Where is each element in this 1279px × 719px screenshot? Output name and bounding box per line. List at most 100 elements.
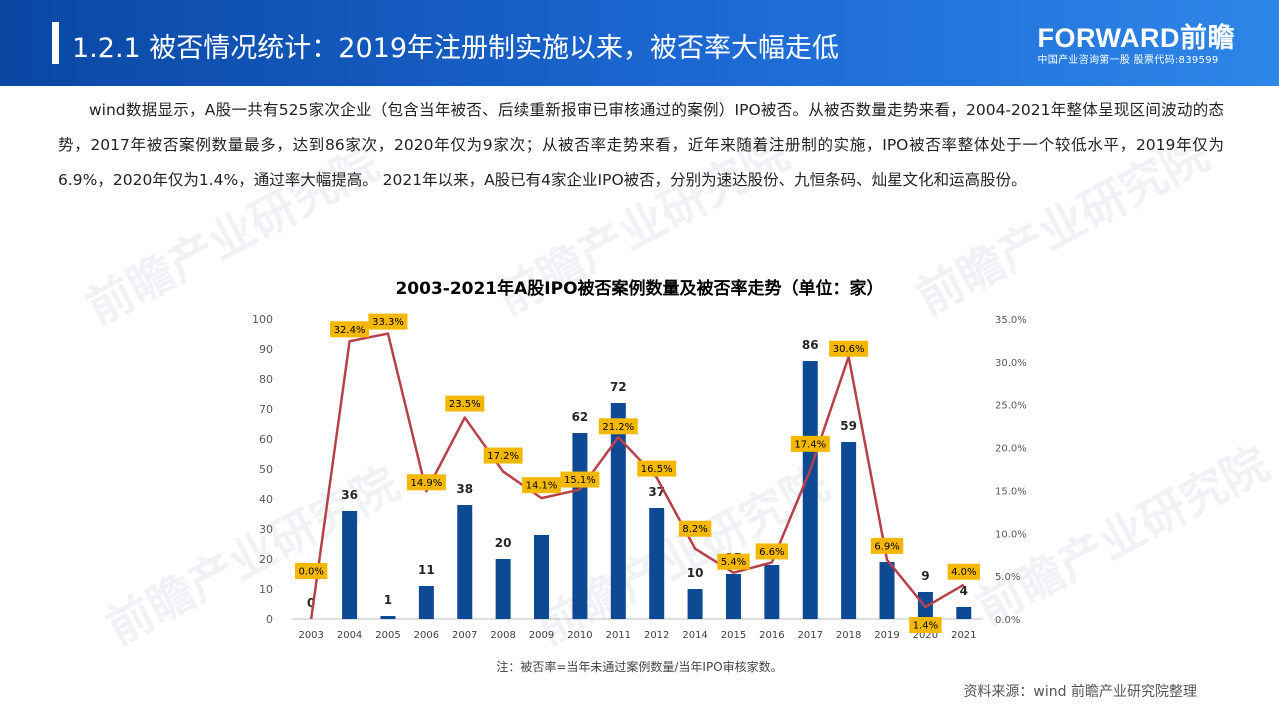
right-tick-label: 20.0%	[995, 444, 1027, 455]
rate-label: 15.1%	[564, 475, 596, 486]
rate-label-box	[560, 471, 600, 488]
rate-label: 23.5%	[449, 399, 481, 410]
x-tick-label: 2019	[874, 630, 899, 641]
rate-label-box	[522, 477, 562, 494]
rate-label-box	[678, 520, 712, 537]
x-tick-label: 2005	[375, 630, 400, 641]
rate-label: 30.6%	[833, 344, 865, 355]
bar	[879, 562, 895, 619]
x-tick-label: 2009	[529, 630, 554, 641]
bar-value-label: 0	[307, 596, 315, 610]
logo-subtitle: 中国产业咨询第一股 股票代码:839599	[1037, 55, 1219, 66]
logo-text: FORWARD前瞻	[1037, 23, 1235, 53]
rate-label-box	[790, 435, 830, 452]
bar-value-label: 36	[341, 488, 358, 502]
x-tick-label: 2006	[414, 630, 439, 641]
x-tick-label: 2003	[298, 630, 323, 641]
bar-value-label: 38	[456, 482, 473, 496]
rate-label: 14.1%	[526, 481, 558, 492]
left-tick-label: 60	[259, 433, 273, 446]
bar-value-label: 72	[610, 380, 627, 394]
bar-value-label: 11	[418, 563, 435, 577]
x-tick-label: 2016	[759, 630, 784, 641]
bar	[687, 589, 703, 619]
bar-value-label: 20	[495, 536, 512, 550]
rate-label-box	[870, 537, 904, 554]
bar	[495, 559, 511, 619]
bar-value-label: 1	[384, 593, 392, 607]
rate-label-box	[368, 313, 408, 330]
right-tick-label: 30.0%	[995, 358, 1027, 369]
bar	[610, 403, 626, 619]
rate-label: 17.4%	[794, 439, 826, 450]
bar	[841, 442, 857, 619]
left-tick-label: 100	[252, 313, 273, 326]
rate-label-box	[637, 460, 677, 477]
left-tick-label: 80	[259, 373, 273, 386]
x-tick-label: 2012	[644, 630, 669, 641]
title-accent-bar	[52, 22, 59, 64]
page-title: 1.2.1 被否情况统计：2019年注册制实施以来，被否率大幅走低	[72, 33, 839, 64]
rate-label: 6.9%	[874, 541, 899, 552]
bar	[956, 607, 972, 619]
right-tick-label: 15.0%	[995, 486, 1027, 497]
rate-label: 17.2%	[487, 451, 519, 462]
left-tick-label: 0	[266, 613, 273, 626]
rate-label-box	[406, 474, 446, 491]
bar	[418, 586, 434, 619]
summary-paragraph: wind数据显示，A股一共有525家次企业（包含当年被否、后续重新报审已审核通过…	[58, 101, 1224, 189]
bar	[802, 361, 818, 619]
right-tick-label: 0.0%	[995, 615, 1020, 626]
rate-label: 14.9%	[410, 478, 442, 489]
rate-label-box	[829, 340, 869, 357]
bar	[649, 508, 665, 619]
left-tick-label: 10	[259, 583, 273, 596]
rate-label-box	[330, 321, 370, 338]
rate-label: 33.3%	[372, 317, 404, 328]
x-tick-label: 2015	[721, 630, 746, 641]
bar	[572, 433, 588, 619]
right-tick-label: 25.0%	[995, 401, 1027, 412]
right-tick-label: 5.0%	[995, 572, 1020, 583]
x-tick-label: 2017	[798, 630, 823, 641]
left-tick-label: 30	[259, 523, 273, 536]
header-banner: 1.2.1 被否情况统计：2019年注册制实施以来，被否率大幅走低 FORWAR…	[0, 0, 1279, 86]
ipo-rejection-chart: 01020304050607080901000.0%5.0%10.0%15.0%…	[252, 313, 1027, 641]
left-tick-label: 50	[259, 463, 273, 476]
x-tick-label: 2010	[567, 630, 592, 641]
x-tick-label: 2007	[452, 630, 477, 641]
rate-label-box	[598, 418, 638, 435]
bar	[534, 535, 550, 619]
rate-label-box	[483, 447, 523, 464]
bar	[457, 505, 473, 619]
left-tick-label: 90	[259, 343, 273, 356]
left-tick-label: 70	[259, 403, 273, 416]
x-tick-label: 2014	[682, 630, 707, 641]
rate-label: 0.0%	[298, 567, 323, 578]
bar	[764, 565, 780, 619]
rate-label-box	[755, 543, 789, 560]
x-tick-label: 2008	[490, 630, 515, 641]
bar	[342, 511, 358, 619]
bar	[380, 616, 396, 619]
rate-label: 5.4%	[721, 557, 746, 568]
rate-label-box	[294, 563, 328, 579]
forward-logo: FORWARD前瞻 中国产业咨询第一股 股票代码:839599	[1038, 24, 1236, 68]
rejection-rate-line	[309, 332, 965, 620]
right-tick-label: 10.0%	[995, 529, 1027, 540]
rate-label: 1.4%	[913, 621, 938, 632]
rate-label: 6.6%	[759, 547, 784, 558]
rate-label: 32.4%	[334, 325, 366, 336]
bar-value-label: 9	[921, 569, 929, 583]
x-tick-label: 2004	[337, 630, 362, 641]
rate-label-box	[947, 563, 981, 580]
rate-label-box	[717, 553, 750, 570]
left-tick-label: 20	[259, 553, 273, 566]
data-source: 资料来源：wind 前瞻产业研究院整理	[963, 684, 1197, 700]
x-tick-label: 2018	[836, 630, 861, 641]
bar-value-label: 59	[840, 419, 857, 433]
chart-title: 2003-2021年A股IPO被否案例数量及被否率走势（单位：家）	[395, 279, 884, 299]
bar	[725, 574, 741, 619]
bar-value-label: 86	[802, 338, 819, 352]
x-tick-label: 2020	[913, 630, 938, 641]
